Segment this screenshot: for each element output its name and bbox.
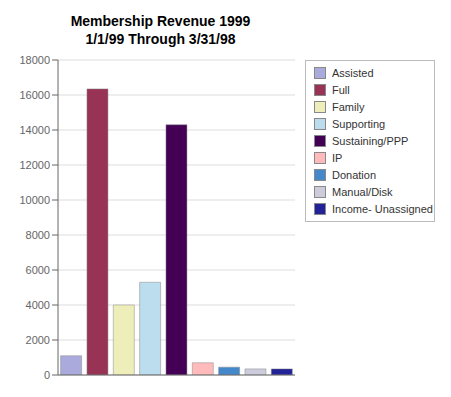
html-text:Manual/Disk: Manual/Disk <box>332 186 393 198</box>
svg-text:12000: 12000 <box>19 159 50 171</box>
html-text:Income- Unassigned: Income- Unassigned <box>332 203 433 215</box>
svg-text:6000: 6000 <box>26 264 50 276</box>
svg-text:4000: 4000 <box>26 299 50 311</box>
html-text:IP: IP <box>332 152 343 164</box>
html-text:Membership Revenue 1999: Membership Revenue 1999 <box>70 13 251 29</box>
html-text:Supporting: Supporting <box>332 118 386 130</box>
html-text:Donation: Donation <box>332 169 376 181</box>
html-text:Full: Full <box>332 84 350 96</box>
svg-text:2000: 2000 <box>26 334 50 346</box>
svg-text:8000: 8000 <box>26 229 50 241</box>
svg-text:10000: 10000 <box>19 194 50 206</box>
html-text:1/1/99 Through 3/31/98: 1/1/99 Through 3/31/98 <box>85 31 236 47</box>
html-text:Family: Family <box>332 101 365 113</box>
svg-text:0: 0 <box>44 369 50 381</box>
svg-text:14000: 14000 <box>19 124 50 136</box>
svg-text:16000: 16000 <box>19 89 50 101</box>
html-text:Assisted: Assisted <box>332 67 374 79</box>
html-text:Sustaining/PPP: Sustaining/PPP <box>332 135 409 147</box>
svg-text:18000: 18000 <box>19 54 50 66</box>
